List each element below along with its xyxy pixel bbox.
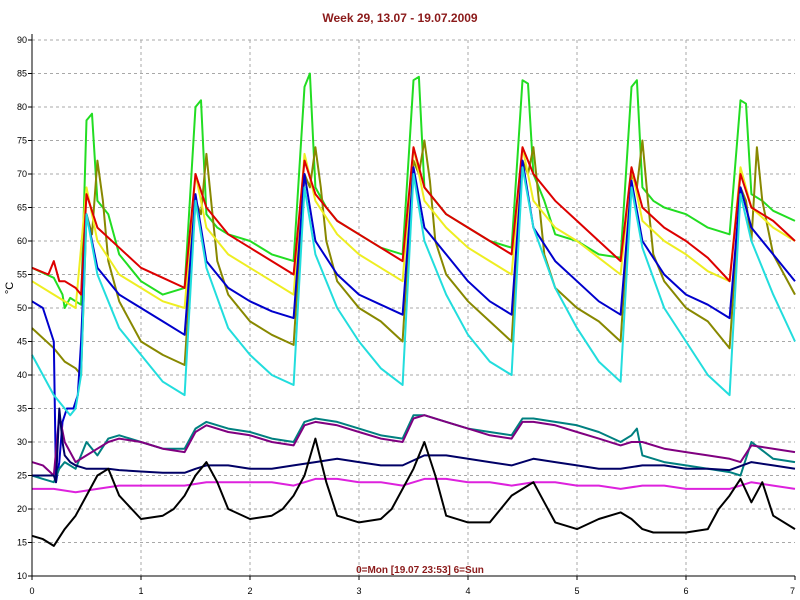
y-tick-label: 90	[17, 35, 27, 45]
y-tick-label: 30	[17, 437, 27, 447]
grid-lines	[32, 39, 795, 576]
y-tick-label: 40	[17, 370, 27, 380]
y-tick-label: 35	[17, 404, 27, 414]
y-tick-label: 45	[17, 337, 27, 347]
y-tick-label: 10	[17, 571, 27, 581]
x-tick-label: 2	[247, 586, 252, 596]
x-tick-label: 3	[356, 586, 361, 596]
series-line-8	[31, 414, 796, 477]
series-line-4	[31, 146, 796, 296]
series-line-11	[31, 437, 796, 547]
y-tick-label: 75	[17, 136, 27, 146]
y-tick-label: 20	[17, 504, 27, 514]
y-tick-label: 50	[17, 303, 27, 313]
chart-title: Week 29, 13.07 - 19.07.2009	[322, 11, 478, 25]
x-tick-label: 5	[574, 586, 579, 596]
x-tick-label: 1	[138, 586, 143, 596]
y-tick-label: 25	[17, 471, 27, 481]
series-line-10	[32, 477, 796, 494]
y-tick-label: 55	[17, 270, 27, 280]
axes	[28, 34, 796, 580]
y-tick-label: 80	[17, 102, 27, 112]
y-axis-label: °C	[4, 282, 16, 294]
x-axis-label: 0=Mon [19.07 23:53] 6=Sun	[356, 565, 484, 576]
x-tick-label: 4	[465, 586, 470, 596]
y-tick-label: 60	[17, 236, 27, 246]
y-tick-label: 85	[17, 69, 27, 79]
y-tick-label: 65	[17, 203, 27, 213]
x-tick-label: 7	[790, 586, 795, 596]
series-line-6	[31, 166, 796, 417]
series-line-9	[32, 407, 796, 484]
x-tick-label: 6	[683, 586, 688, 596]
series-line-7	[31, 414, 796, 484]
data-series	[31, 72, 796, 547]
x-tick-label: 0	[29, 586, 34, 596]
y-tick-label: 70	[17, 169, 27, 179]
y-tick-label: 15	[17, 538, 27, 548]
